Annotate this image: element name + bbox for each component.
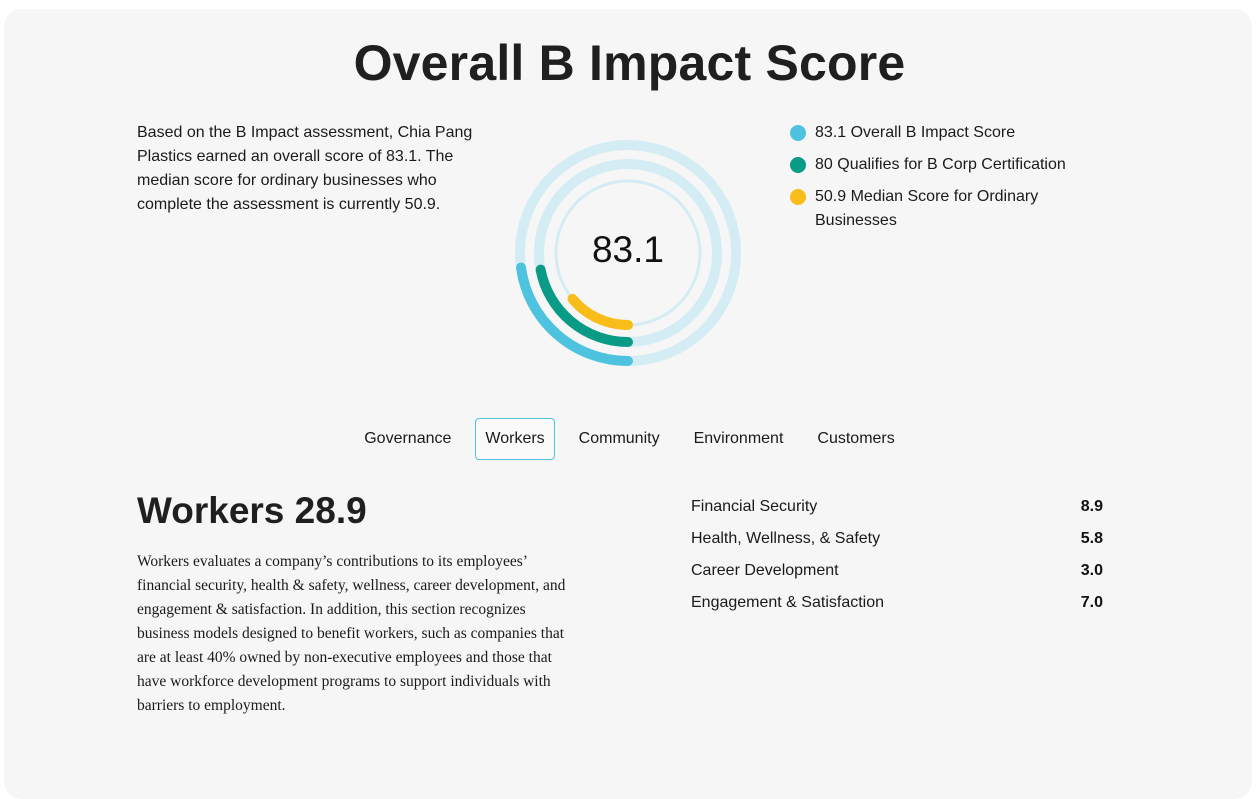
metric-label: Health, Wellness, & Safety xyxy=(691,530,881,547)
section-metrics: Financial Security 8.9 Health, Wellness,… xyxy=(691,491,1103,619)
impact-area-tabs: Governance Workers Community Environment… xyxy=(0,418,1259,460)
metric-value: 5.8 xyxy=(1080,530,1103,547)
metric-row-health-wellness-safety: Health, Wellness, & Safety 5.8 xyxy=(691,523,1103,555)
legend-label: 50.9 Median Score for Ordinary Businesse… xyxy=(815,188,1039,229)
legend-item-certification: 80 Qualifies for B Corp Certification xyxy=(790,153,1090,177)
legend-label: 80 Qualifies for B Corp Certification xyxy=(815,156,1066,173)
tab-community[interactable]: Community xyxy=(569,418,670,460)
legend-dot-icon xyxy=(790,189,806,205)
legend-item-median: 50.9 Median Score for Ordinary Businesse… xyxy=(790,185,1090,233)
section-description: Workers evaluates a company’s contributi… xyxy=(137,553,566,714)
legend-item-overall: 83.1 Overall B Impact Score xyxy=(790,121,1090,145)
score-legend: 83.1 Overall B Impact Score 80 Qualifies… xyxy=(790,121,1090,241)
metric-value: 7.0 xyxy=(1080,594,1103,611)
tab-customers[interactable]: Customers xyxy=(807,418,904,460)
ring-arc-certification xyxy=(535,264,633,347)
score-ring-svg xyxy=(515,140,741,366)
section-title: Workers 28.9 xyxy=(137,490,367,531)
score-intro-text: Based on the B Impact assessment, Chia P… xyxy=(137,124,473,213)
metric-row-career-development: Career Development 3.0 xyxy=(691,555,1103,587)
legend-dot-icon xyxy=(790,157,806,173)
page-title: Overall B Impact Score xyxy=(353,35,906,91)
metric-label: Career Development xyxy=(691,562,839,579)
metric-value: 8.9 xyxy=(1080,498,1103,515)
metric-row-financial-security: Financial Security 8.9 xyxy=(691,491,1103,523)
score-ring-chart: 83.1 xyxy=(510,135,746,371)
metric-value: 3.0 xyxy=(1080,562,1103,579)
tab-workers[interactable]: Workers xyxy=(475,418,555,460)
ring-arc-overall xyxy=(515,262,633,366)
legend-label: 83.1 Overall B Impact Score xyxy=(815,124,1016,141)
metric-row-engagement-satisfaction: Engagement & Satisfaction 7.0 xyxy=(691,587,1103,619)
ring-center-score: 83.1 xyxy=(591,229,664,270)
tab-governance[interactable]: Governance xyxy=(354,418,461,460)
legend-dot-icon xyxy=(790,125,806,141)
metric-label: Financial Security xyxy=(691,498,818,515)
tab-environment[interactable]: Environment xyxy=(684,418,794,460)
ring-arc-median xyxy=(567,293,633,330)
metric-label: Engagement & Satisfaction xyxy=(691,594,885,611)
